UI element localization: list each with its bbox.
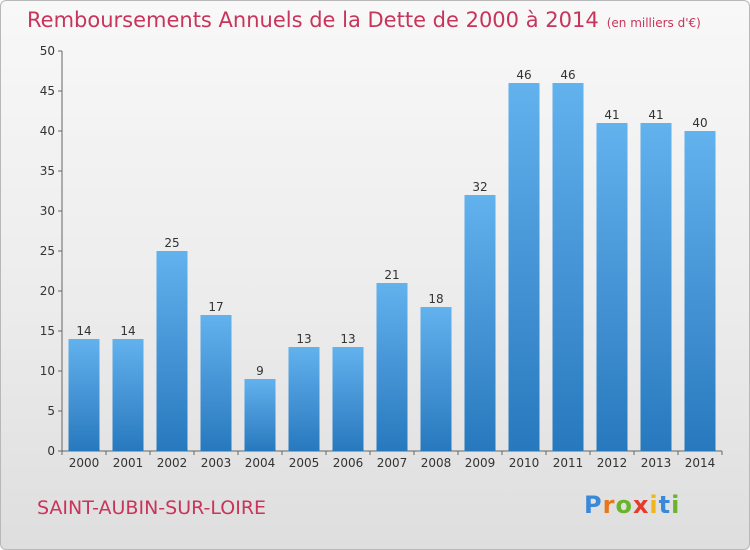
- bar-2013: [640, 123, 672, 451]
- y-tick-label: 35: [40, 164, 55, 178]
- value-label-2001: 14: [120, 324, 135, 338]
- bar-2008: [420, 307, 452, 451]
- bar-2000: [68, 339, 100, 451]
- logo-letter: r: [602, 491, 616, 519]
- x-tick-label-2011: 2011: [553, 456, 584, 470]
- value-label-2010: 46: [516, 68, 531, 82]
- logo-letter: o: [615, 491, 633, 519]
- value-label-2005: 13: [296, 332, 311, 346]
- x-tick-label-2005: 2005: [289, 456, 320, 470]
- chart-title-line: Remboursements Annuels de la Dette de 20…: [27, 8, 701, 32]
- bar-2006: [332, 347, 364, 451]
- x-tick-label-2001: 2001: [113, 456, 144, 470]
- value-label-2003: 17: [208, 300, 223, 314]
- x-tick-label-2004: 2004: [245, 456, 276, 470]
- x-tick-label-2009: 2009: [465, 456, 496, 470]
- value-label-2012: 41: [604, 108, 619, 122]
- bar-2014: [684, 131, 716, 451]
- bar-2005: [288, 347, 320, 451]
- value-label-2009: 32: [472, 180, 487, 194]
- value-label-2000: 14: [76, 324, 91, 338]
- value-label-2008: 18: [428, 292, 443, 306]
- y-tick-label: 10: [40, 364, 55, 378]
- y-tick-label: 50: [40, 44, 55, 58]
- value-label-2007: 21: [384, 268, 399, 282]
- x-tick-label-2013: 2013: [641, 456, 672, 470]
- chart-unit: (en milliers d'€): [606, 16, 701, 30]
- logo-letter: x: [632, 491, 650, 519]
- proxiti-logo: Proxiti: [584, 491, 680, 519]
- y-tick-label: 0: [47, 444, 55, 458]
- value-label-2013: 41: [648, 108, 663, 122]
- bar-2007: [376, 283, 408, 451]
- value-label-2004: 9: [256, 364, 264, 378]
- value-label-2006: 13: [340, 332, 355, 346]
- chart-title: Remboursements Annuels de la Dette de 20…: [27, 8, 599, 32]
- logo-letter: t: [658, 491, 672, 519]
- x-tick-label-2007: 2007: [377, 456, 408, 470]
- value-label-2014: 40: [692, 116, 707, 130]
- bar-2012: [596, 123, 628, 451]
- y-tick-label: 40: [40, 124, 55, 138]
- x-tick-label-2006: 2006: [333, 456, 364, 470]
- x-tick-label-2003: 2003: [201, 456, 232, 470]
- y-tick-label: 15: [40, 324, 55, 338]
- commune-name: SAINT-AUBIN-SUR-LOIRE: [37, 497, 267, 519]
- bar-2001: [112, 339, 144, 451]
- x-tick-label-2008: 2008: [421, 456, 452, 470]
- bar-2011: [552, 83, 584, 451]
- logo-letter: i: [649, 491, 659, 519]
- x-tick-label-2010: 2010: [509, 456, 540, 470]
- bar-2010: [508, 83, 540, 451]
- x-tick-label-2000: 2000: [69, 456, 100, 470]
- bar-2004: [244, 379, 276, 451]
- logo-letter: i: [671, 491, 681, 519]
- y-tick-label: 45: [40, 84, 55, 98]
- x-tick-label-2014: 2014: [685, 456, 716, 470]
- y-tick-label: 20: [40, 284, 55, 298]
- bar-2002: [156, 251, 188, 451]
- logo-letter: P: [584, 491, 603, 519]
- bar-2009: [464, 195, 496, 451]
- value-label-2011: 46: [560, 68, 575, 82]
- y-tick-label: 30: [40, 204, 55, 218]
- y-tick-label: 25: [40, 244, 55, 258]
- bar-2003: [200, 315, 232, 451]
- x-tick-label-2012: 2012: [597, 456, 628, 470]
- y-tick-label: 5: [47, 404, 55, 418]
- value-label-2002: 25: [164, 236, 179, 250]
- x-tick-label-2002: 2002: [157, 456, 188, 470]
